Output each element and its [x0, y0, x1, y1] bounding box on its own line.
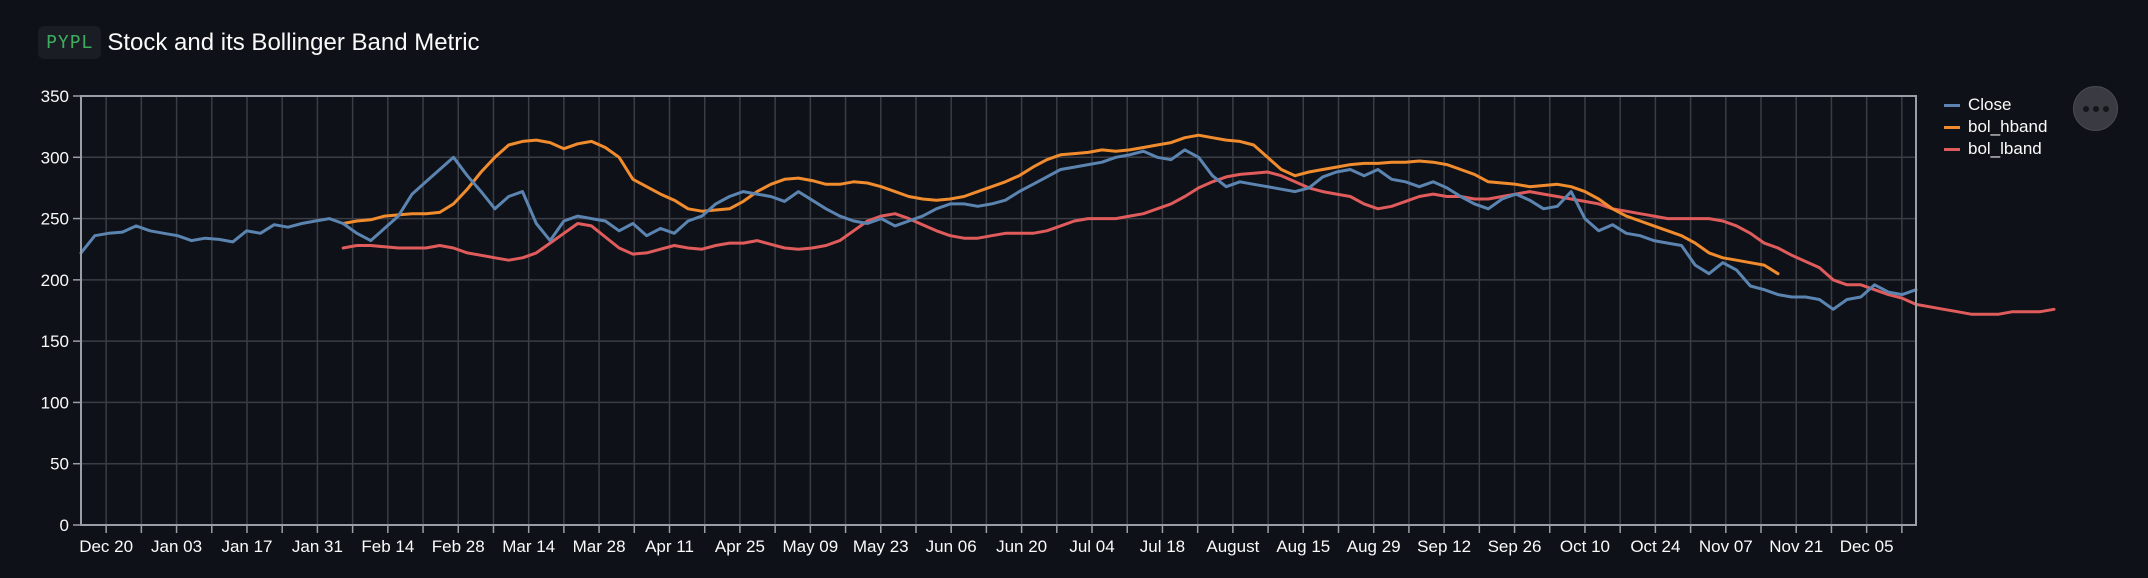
svg-text:0: 0	[60, 516, 69, 535]
legend: Close bol_hband bol_lband	[1944, 94, 2047, 160]
svg-text:Mar 14: Mar 14	[502, 537, 555, 556]
legend-label: bol_hband	[1968, 117, 2048, 136]
chart-title: Stock and its Bollinger Band Metric	[107, 28, 480, 56]
svg-text:Dec 20: Dec 20	[79, 537, 133, 556]
svg-text:250: 250	[41, 210, 69, 229]
svg-text:300: 300	[41, 148, 69, 167]
svg-text:Sep 26: Sep 26	[1488, 537, 1542, 556]
svg-text:Dec 05: Dec 05	[1840, 537, 1894, 556]
svg-text:Oct 10: Oct 10	[1560, 537, 1610, 556]
y-axis: 0 50 100 150 200 250 300 350	[41, 87, 81, 535]
more-options-button[interactable]	[2073, 86, 2118, 131]
legend-swatch-hband	[1944, 125, 1960, 129]
svg-text:Apr 25: Apr 25	[715, 537, 765, 556]
svg-text:May 23: May 23	[853, 537, 909, 556]
legend-label: bol_lband	[1968, 139, 2042, 158]
series-lines	[79, 133, 2056, 316]
svg-text:Oct 24: Oct 24	[1630, 537, 1680, 556]
svg-text:100: 100	[41, 393, 69, 412]
svg-text:Feb 28: Feb 28	[432, 537, 485, 556]
chart-header: PYPL Stock and its Bollinger Band Metric	[38, 26, 480, 59]
svg-text:Mar 28: Mar 28	[573, 537, 626, 556]
svg-text:350: 350	[41, 87, 69, 106]
svg-text:200: 200	[41, 271, 69, 290]
svg-text:Aug 15: Aug 15	[1276, 537, 1330, 556]
svg-text:Jun 06: Jun 06	[926, 537, 977, 556]
svg-text:50: 50	[50, 455, 69, 474]
svg-text:May 09: May 09	[782, 537, 838, 556]
svg-text:Sep 12: Sep 12	[1417, 537, 1471, 556]
more-horizontal-icon	[2092, 105, 2099, 112]
svg-text:Jul 04: Jul 04	[1069, 537, 1114, 556]
svg-text:Feb 14: Feb 14	[361, 537, 414, 556]
legend-item-hband[interactable]: bol_hband	[1944, 116, 2047, 138]
svg-text:Jan 03: Jan 03	[151, 537, 202, 556]
legend-label: Close	[1968, 95, 2012, 114]
legend-item-close[interactable]: Close	[1944, 94, 2047, 116]
more-horizontal-icon	[2102, 105, 2109, 112]
svg-text:Jan 31: Jan 31	[292, 537, 343, 556]
svg-text:Nov 21: Nov 21	[1769, 537, 1823, 556]
svg-text:Jul 18: Jul 18	[1140, 537, 1185, 556]
ticker-badge: PYPL	[38, 26, 102, 59]
plot-frame	[80, 95, 1917, 526]
legend-item-lband[interactable]: bol_lband	[1944, 138, 2047, 160]
svg-text:Jan 17: Jan 17	[221, 537, 272, 556]
svg-text:Jun 20: Jun 20	[996, 537, 1047, 556]
svg-text:August: August	[1206, 537, 1259, 556]
svg-text:150: 150	[41, 332, 69, 351]
svg-text:Apr 11: Apr 11	[645, 537, 694, 556]
legend-swatch-close	[1944, 103, 1960, 107]
more-horizontal-icon	[2082, 105, 2089, 112]
legend-swatch-lband	[1944, 147, 1960, 151]
svg-text:Aug 29: Aug 29	[1347, 537, 1401, 556]
grid-lines	[81, 96, 1916, 525]
svg-text:Nov 07: Nov 07	[1699, 537, 1753, 556]
x-axis: Dec 20 Jan 03 Jan 17 Jan 31 Feb 14 Feb 28 Mar …	[79, 525, 1903, 556]
